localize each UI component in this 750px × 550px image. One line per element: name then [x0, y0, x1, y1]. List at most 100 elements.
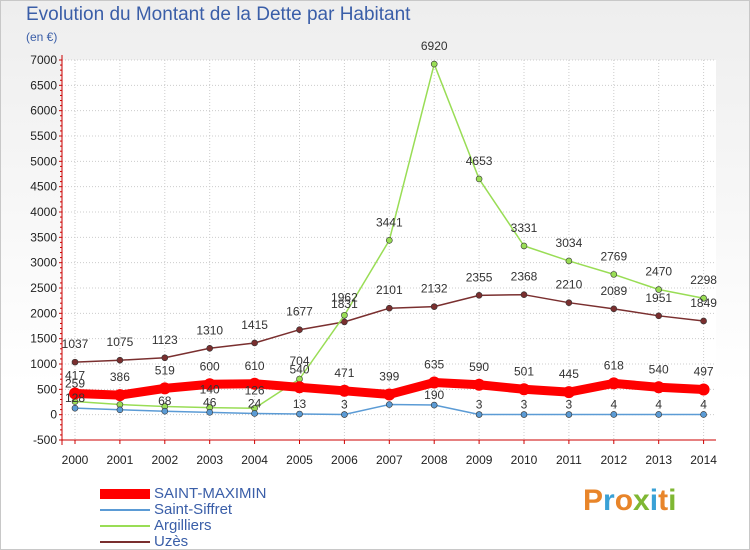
data-label-2: 2298 — [690, 273, 717, 287]
proxiti-logo: Proxiti — [583, 484, 676, 518]
data-point-1 — [475, 411, 483, 418]
data-label-2: 126 — [245, 383, 265, 397]
data-label-1: 3 — [521, 398, 528, 412]
data-point-2 — [655, 286, 663, 293]
data-point-1 — [341, 411, 348, 418]
data-point-1 — [206, 409, 213, 416]
y-tick-label: 1500 — [30, 332, 57, 346]
data-point-3 — [341, 318, 348, 326]
legend-swatch — [100, 509, 150, 511]
data-point-3 — [610, 305, 618, 313]
data-label-1: 68 — [158, 394, 172, 408]
data-point-3 — [520, 291, 528, 298]
data-label-0: 519 — [155, 363, 175, 377]
x-tick-label: 2011 — [556, 453, 582, 467]
y-tick-label: -500 — [33, 433, 57, 447]
y-tick-label: 5500 — [30, 129, 57, 143]
x-tick-label: 2007 — [376, 453, 403, 467]
x-tick-label: 2008 — [421, 453, 448, 467]
logo-letter: x — [633, 484, 650, 517]
data-label-2: 259 — [65, 377, 85, 391]
data-label-1: 24 — [248, 396, 262, 410]
data-label-3: 2089 — [600, 284, 627, 298]
data-point-0 — [158, 382, 171, 395]
x-tick-label: 2003 — [196, 453, 223, 467]
legend-label: Uzès — [154, 533, 189, 550]
data-label-3: 1951 — [645, 291, 672, 305]
data-point-1 — [520, 411, 528, 418]
data-point-0 — [69, 387, 81, 400]
chart-title: Evolution du Montant de la Dette par Hab… — [26, 4, 411, 25]
legend-label: Argilliers — [154, 517, 212, 534]
logo-letter: o — [614, 484, 634, 517]
data-label-1: 13 — [293, 397, 307, 411]
data-label-0: 635 — [424, 357, 444, 371]
data-point-0 — [338, 384, 351, 397]
data-point-2 — [700, 294, 707, 302]
data-label-3: 1849 — [690, 296, 717, 310]
legend-item: SAINT-MAXIMIN — [100, 485, 360, 502]
data-point-1 — [251, 410, 258, 417]
data-point-0 — [113, 389, 126, 402]
data-point-0 — [428, 376, 441, 389]
data-point-1 — [430, 401, 438, 409]
data-label-2: 3034 — [556, 236, 583, 250]
data-label-2: 2470 — [645, 265, 672, 279]
data-point-1 — [700, 411, 707, 418]
data-point-3 — [475, 292, 483, 299]
data-point-3 — [206, 344, 213, 352]
data-point-0 — [203, 378, 216, 391]
data-label-0: 540 — [289, 362, 309, 376]
data-label-1: 46 — [203, 395, 217, 409]
data-label-3: 1123 — [152, 333, 178, 347]
data-label-1: 3 — [341, 398, 348, 412]
data-point-0 — [518, 383, 530, 396]
data-label-3: 2210 — [556, 278, 583, 292]
data-point-1 — [610, 411, 618, 418]
data-point-3 — [700, 317, 707, 325]
data-label-0: 399 — [379, 369, 399, 383]
x-tick-label: 2006 — [331, 453, 358, 467]
y-tick-label: 3500 — [30, 230, 57, 244]
legend-swatch — [100, 525, 150, 527]
legend-item: Uzès — [100, 533, 360, 550]
y-tick-label: 1000 — [30, 357, 57, 371]
data-label-1: 4 — [700, 397, 707, 411]
data-point-0 — [473, 378, 486, 391]
data-label-0: 445 — [559, 367, 579, 381]
data-label-3: 2101 — [376, 283, 403, 297]
unit-label: (en €) — [26, 30, 58, 44]
data-label-2: 140 — [200, 383, 220, 397]
data-label-3: 2368 — [511, 270, 538, 284]
data-label-1: 4 — [610, 397, 617, 411]
x-tick-label: 2001 — [107, 453, 134, 467]
data-point-0 — [383, 388, 396, 401]
legend-item: Argilliers — [100, 517, 360, 534]
x-tick-label: 2014 — [690, 453, 717, 467]
data-point-2 — [565, 257, 573, 265]
x-tick-label: 2004 — [241, 453, 268, 467]
data-point-2 — [430, 60, 438, 68]
data-point-2 — [385, 237, 393, 244]
data-label-3: 2132 — [421, 282, 448, 296]
data-point-1 — [565, 411, 573, 418]
data-label-0: 590 — [469, 360, 489, 374]
y-tick-label: 6500 — [30, 78, 57, 92]
data-label-2: 3441 — [376, 215, 403, 229]
data-point-2 — [475, 175, 483, 183]
logo-letter: P — [583, 484, 604, 517]
data-point-3 — [385, 304, 393, 312]
data-label-3: 1677 — [286, 305, 313, 319]
y-tick-label: 500 — [37, 382, 57, 396]
y-tick-label: 4500 — [30, 180, 57, 194]
data-label-2: 6920 — [421, 39, 448, 53]
data-point-1 — [655, 411, 663, 418]
data-point-3 — [655, 312, 663, 320]
data-point-0 — [652, 381, 665, 394]
data-point-3 — [161, 354, 169, 362]
data-label-1: 4 — [655, 397, 662, 411]
data-label-0: 540 — [649, 362, 669, 376]
data-point-3 — [430, 303, 438, 310]
x-tick-label: 2009 — [466, 453, 493, 467]
